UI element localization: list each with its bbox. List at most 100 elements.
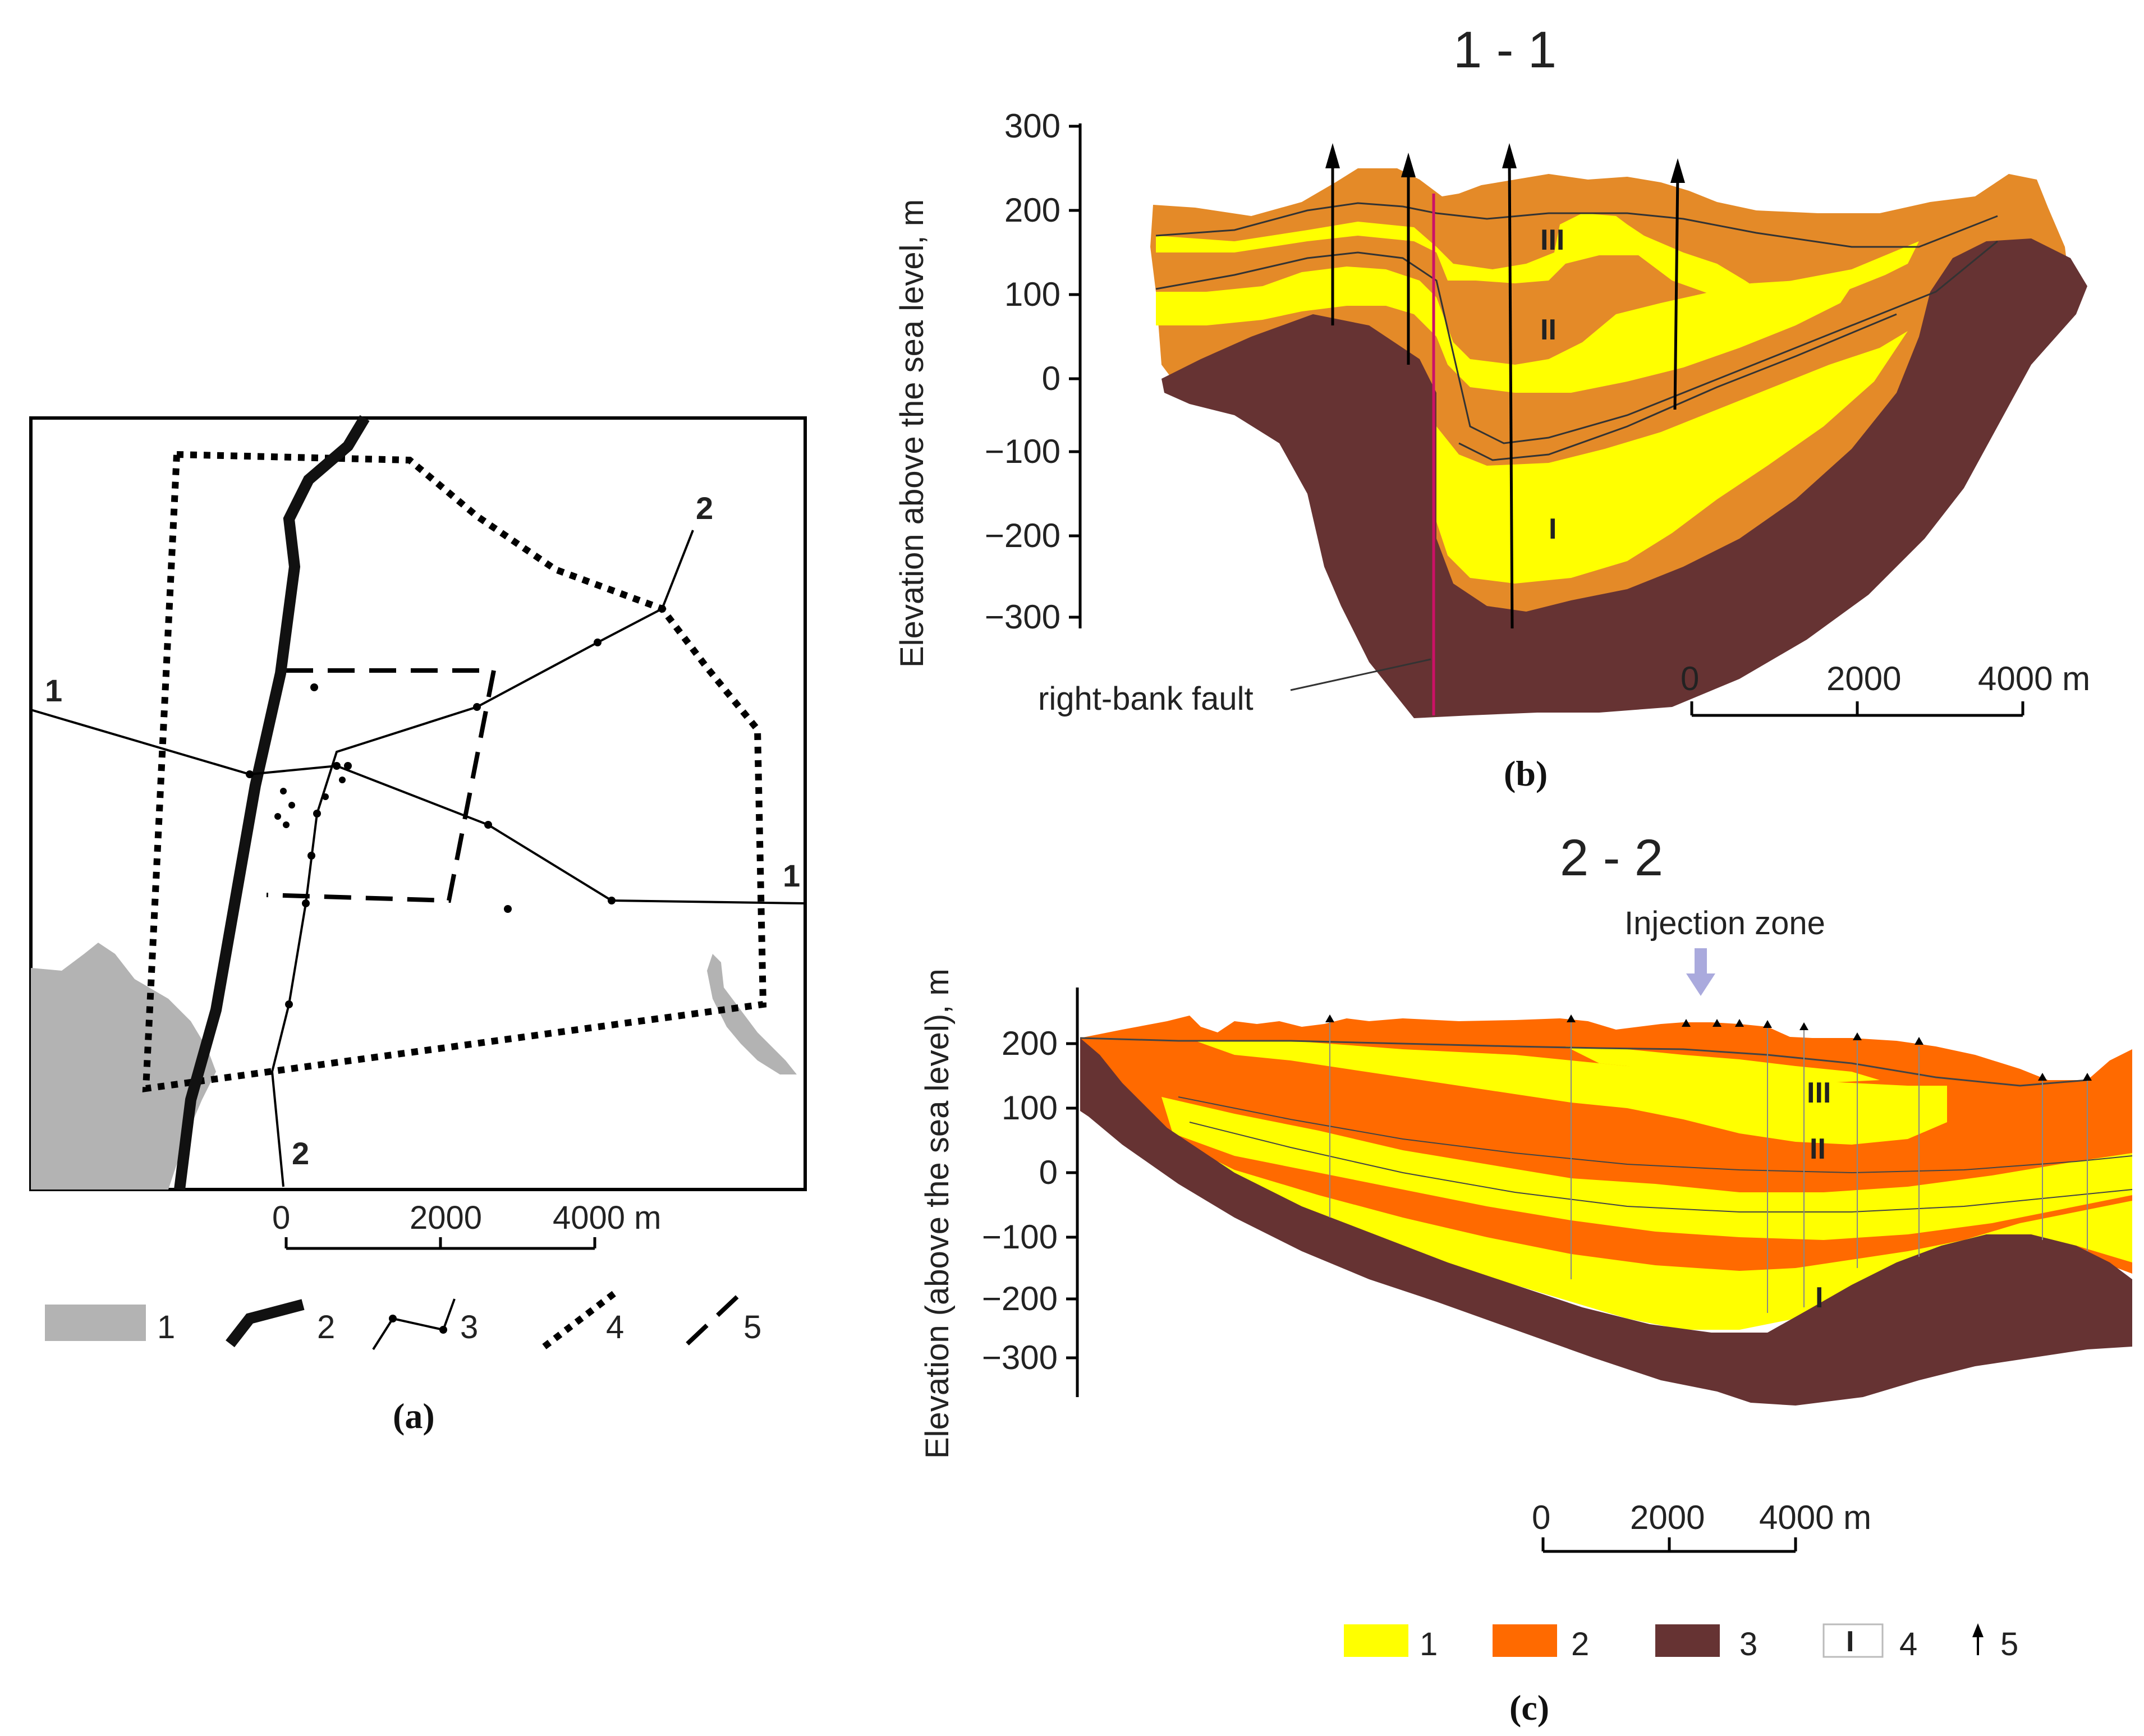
scale-c-tick-4000: 4000 m xyxy=(1759,1499,1871,1536)
caption-c: (c) xyxy=(1509,1688,1549,1728)
scale-a-tick-0: 0 xyxy=(272,1200,290,1236)
map-frame xyxy=(29,416,807,1191)
legend-a-3-label: 3 xyxy=(460,1309,478,1345)
legend-c-1-label: 1 xyxy=(1420,1626,1438,1662)
y-axis-c xyxy=(1066,988,1079,1397)
ytick-c-minus300: −300 xyxy=(982,1339,1058,1376)
legend-c-3-label: 3 xyxy=(1739,1626,1757,1662)
ytick-b-100: 100 xyxy=(1004,275,1060,313)
dashed-boundary xyxy=(266,668,497,903)
boundary-line-b-2 xyxy=(1155,240,1998,444)
ylabel-b: Elevation above the sea level, m xyxy=(894,199,930,668)
legend-a-1-label: 1 xyxy=(157,1309,175,1345)
layer-label-c-i: I xyxy=(1815,1282,1823,1314)
brown-basement-b xyxy=(1161,238,2087,718)
well-arrow-b-2 xyxy=(1401,153,1416,177)
legend-c: 1 2 3 I 4 5 xyxy=(1344,1623,2018,1662)
legend-c-index-swatch xyxy=(1822,1623,1884,1658)
thick-line xyxy=(174,415,370,1191)
legend-c-orange-swatch xyxy=(1493,1624,1557,1657)
ytick-c-200: 200 xyxy=(1002,1025,1058,1062)
section-line-2 xyxy=(270,530,694,1187)
boundary-line-c-1 xyxy=(1080,1037,2088,1087)
ytick-c-0: 0 xyxy=(1039,1154,1058,1191)
fault-label: right-bank fault xyxy=(1038,681,1254,717)
ytick-c-minus100: −100 xyxy=(982,1218,1058,1256)
scale-b-tick-2000: 2000 xyxy=(1826,660,1901,697)
legend-c-4-label: 4 xyxy=(1899,1626,1917,1662)
legend-a: 1 2 3 4 5 xyxy=(45,1290,761,1351)
scale-a-tick-2000: 2000 xyxy=(410,1200,482,1236)
brown-basement-c xyxy=(1080,1038,2132,1406)
scale-bar-c: 0 2000 4000 m xyxy=(1532,1499,1871,1553)
panel-a-map: 1 1 2 2 0 2000 4000 m 1 2 3 4 xyxy=(29,415,807,1436)
ytick-c-minus200: −200 xyxy=(982,1280,1058,1317)
well-markers-c xyxy=(1325,1014,2092,1081)
boundary-line-c-2 xyxy=(1178,1096,2133,1174)
boundary-line-b-3 xyxy=(1458,313,1897,461)
panel-b-section-1-1: 1 - 1 Elevation above the sea level, m 3… xyxy=(894,21,2090,793)
legend-c-index-symbol: I xyxy=(1846,1625,1854,1658)
yellow-band-i-b xyxy=(1436,331,1908,584)
legend-a-dotted-swatch xyxy=(542,1290,617,1349)
ytick-b-300: 300 xyxy=(1004,107,1060,145)
legend-a-grey-swatch xyxy=(45,1305,146,1341)
scale-b-tick-0: 0 xyxy=(1681,660,1699,697)
fault-leader-line xyxy=(1290,658,1431,691)
legend-c-arrow-swatch xyxy=(1972,1623,1984,1655)
title-c: 2 - 2 xyxy=(1560,829,1663,887)
layer-label-b-i: I xyxy=(1549,513,1557,545)
boundary-line-b-1 xyxy=(1155,202,1998,248)
legend-c-5-label: 5 xyxy=(2000,1626,2018,1662)
section-2-top-label: 2 xyxy=(696,490,713,526)
injection-zone-label: Injection zone xyxy=(1624,905,1825,942)
ylabel-c: Elevation (above the sea level), m xyxy=(919,968,956,1459)
caption-b: (b) xyxy=(1504,754,1548,793)
layer-label-b-ii: II xyxy=(1540,314,1557,346)
legend-c-yellow-swatch xyxy=(1344,1624,1408,1657)
section-line-1 xyxy=(30,709,806,904)
legend-c-2-label: 2 xyxy=(1571,1626,1589,1662)
legend-a-4-label: 4 xyxy=(606,1309,624,1345)
ytick-b-minus300: −300 xyxy=(985,598,1060,636)
cross-section-c xyxy=(1080,1016,2133,1406)
ytick-b-200: 200 xyxy=(1004,191,1060,229)
scale-bar-a: 0 2000 4000 m xyxy=(272,1200,661,1250)
dotted-boundary xyxy=(142,451,767,1092)
legend-a-dashed-swatch xyxy=(686,1294,740,1345)
scale-a-tick-4000: 4000 m xyxy=(553,1200,661,1236)
section-1-left-label: 1 xyxy=(45,673,62,708)
well-arrow-b-3 xyxy=(1502,143,1517,168)
grey-area-east xyxy=(707,954,797,1074)
yellow-band-ii-b xyxy=(1156,267,1852,393)
well-points xyxy=(246,605,666,1008)
scale-bar-b: 0 2000 4000 m xyxy=(1681,660,2090,717)
scale-b-tick-4000: 4000 m xyxy=(1978,660,2090,697)
legend-c-brown-swatch xyxy=(1655,1624,1720,1657)
ytick-b-minus100: −100 xyxy=(985,433,1060,470)
layer-label-c-ii: II xyxy=(1810,1133,1826,1165)
yellow-lens-top-c xyxy=(1565,1046,1880,1083)
wells-b xyxy=(1325,143,1685,629)
y-ticks-b: 300 200 100 0 −100 −200 −300 xyxy=(985,107,1060,636)
y-ticks-c: 200 100 0 −100 −200 −300 xyxy=(982,1025,1058,1376)
y-axis-b xyxy=(1069,123,1082,628)
ytick-b-minus200: −200 xyxy=(985,517,1060,554)
scale-c-tick-0: 0 xyxy=(1532,1499,1550,1536)
wells-c xyxy=(1329,1021,2088,1313)
caption-a: (a) xyxy=(393,1396,435,1436)
well-arrow-b-1 xyxy=(1325,143,1340,168)
legend-a-thick-line-swatch xyxy=(226,1299,305,1348)
ytick-b-0: 0 xyxy=(1042,360,1060,397)
well-arrow-b-4 xyxy=(1670,158,1685,183)
yellow-upper-b xyxy=(1156,213,1919,303)
yellow-band-ii-c xyxy=(1161,1097,2132,1240)
cross-section-b xyxy=(1150,168,2087,718)
legend-a-5-label: 5 xyxy=(743,1309,761,1345)
section-1-right-label: 1 xyxy=(783,858,800,893)
title-b: 1 - 1 xyxy=(1453,21,1557,79)
boundary-line-c-3 xyxy=(1189,1122,2133,1213)
scale-c-tick-2000: 2000 xyxy=(1630,1499,1705,1536)
panel-c-section-2-2: 2 - 2 Injection zone Elevation (above th… xyxy=(919,829,2133,1728)
